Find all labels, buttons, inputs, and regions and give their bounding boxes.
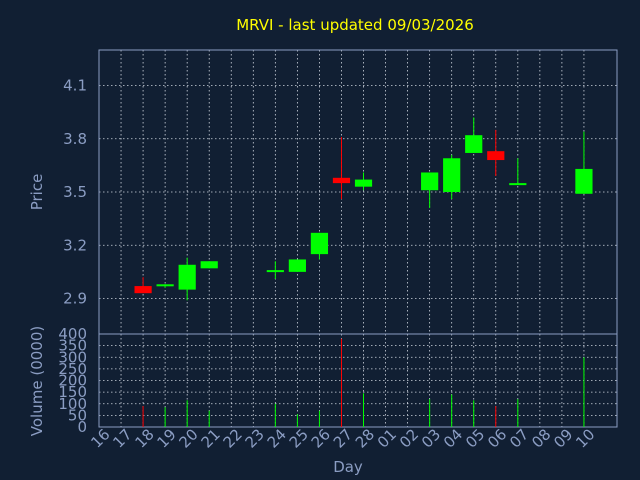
candle-body [200, 261, 218, 269]
price-gridlines [99, 50, 617, 334]
chart-title: MRVI - last updated 09/03/2026 [236, 16, 474, 34]
candle-body [178, 264, 196, 290]
candle-body [575, 168, 593, 194]
candle-body [487, 151, 505, 161]
candle-body [156, 284, 174, 287]
candle-body [509, 183, 527, 186]
volume-gridlines [99, 333, 617, 428]
candle-body [134, 286, 152, 294]
price-tick-labels: 2.9 3.2 3.5 3.8 4.1 [63, 77, 87, 308]
price-tick-label: 3.5 [63, 183, 87, 201]
volume-tick-label: 250 [58, 360, 87, 378]
day-tick-labels: 1617181920212223242526272801020304050607… [87, 425, 598, 451]
volume-tick-label: 400 [58, 325, 87, 343]
volume-bars [142, 338, 585, 427]
candle-body [354, 179, 373, 187]
volume-tick-label: 300 [58, 348, 87, 366]
candle-body [332, 177, 351, 184]
price-tick-label: 3.8 [63, 130, 87, 148]
volume-tick-label: 350 [58, 337, 87, 355]
candle-body [465, 135, 483, 153]
candle-body [266, 270, 284, 273]
price-tick-label: 4.1 [63, 77, 87, 95]
price-tick-label: 2.9 [63, 290, 87, 308]
volume-panel-frame [98, 333, 618, 428]
candle-body [288, 259, 306, 272]
volume-tick-label: 100 [58, 395, 87, 413]
candle-body [310, 232, 329, 255]
candle-body [443, 158, 461, 192]
volume-tick-label: 200 [58, 372, 87, 390]
candle-body [421, 172, 439, 191]
day-axis-label: Day [333, 458, 363, 476]
volume-tick-label: 0 [77, 418, 87, 436]
volume-tick-label: 50 [68, 406, 87, 424]
day-tick-label: 10 [572, 425, 598, 451]
volume-axis-label: Volume (0000) [28, 326, 46, 436]
volume-tick-label: 150 [58, 383, 87, 401]
price-candles [134, 117, 593, 301]
price-axis-label: Price [28, 174, 46, 211]
price-tick-label: 3.2 [63, 236, 87, 254]
